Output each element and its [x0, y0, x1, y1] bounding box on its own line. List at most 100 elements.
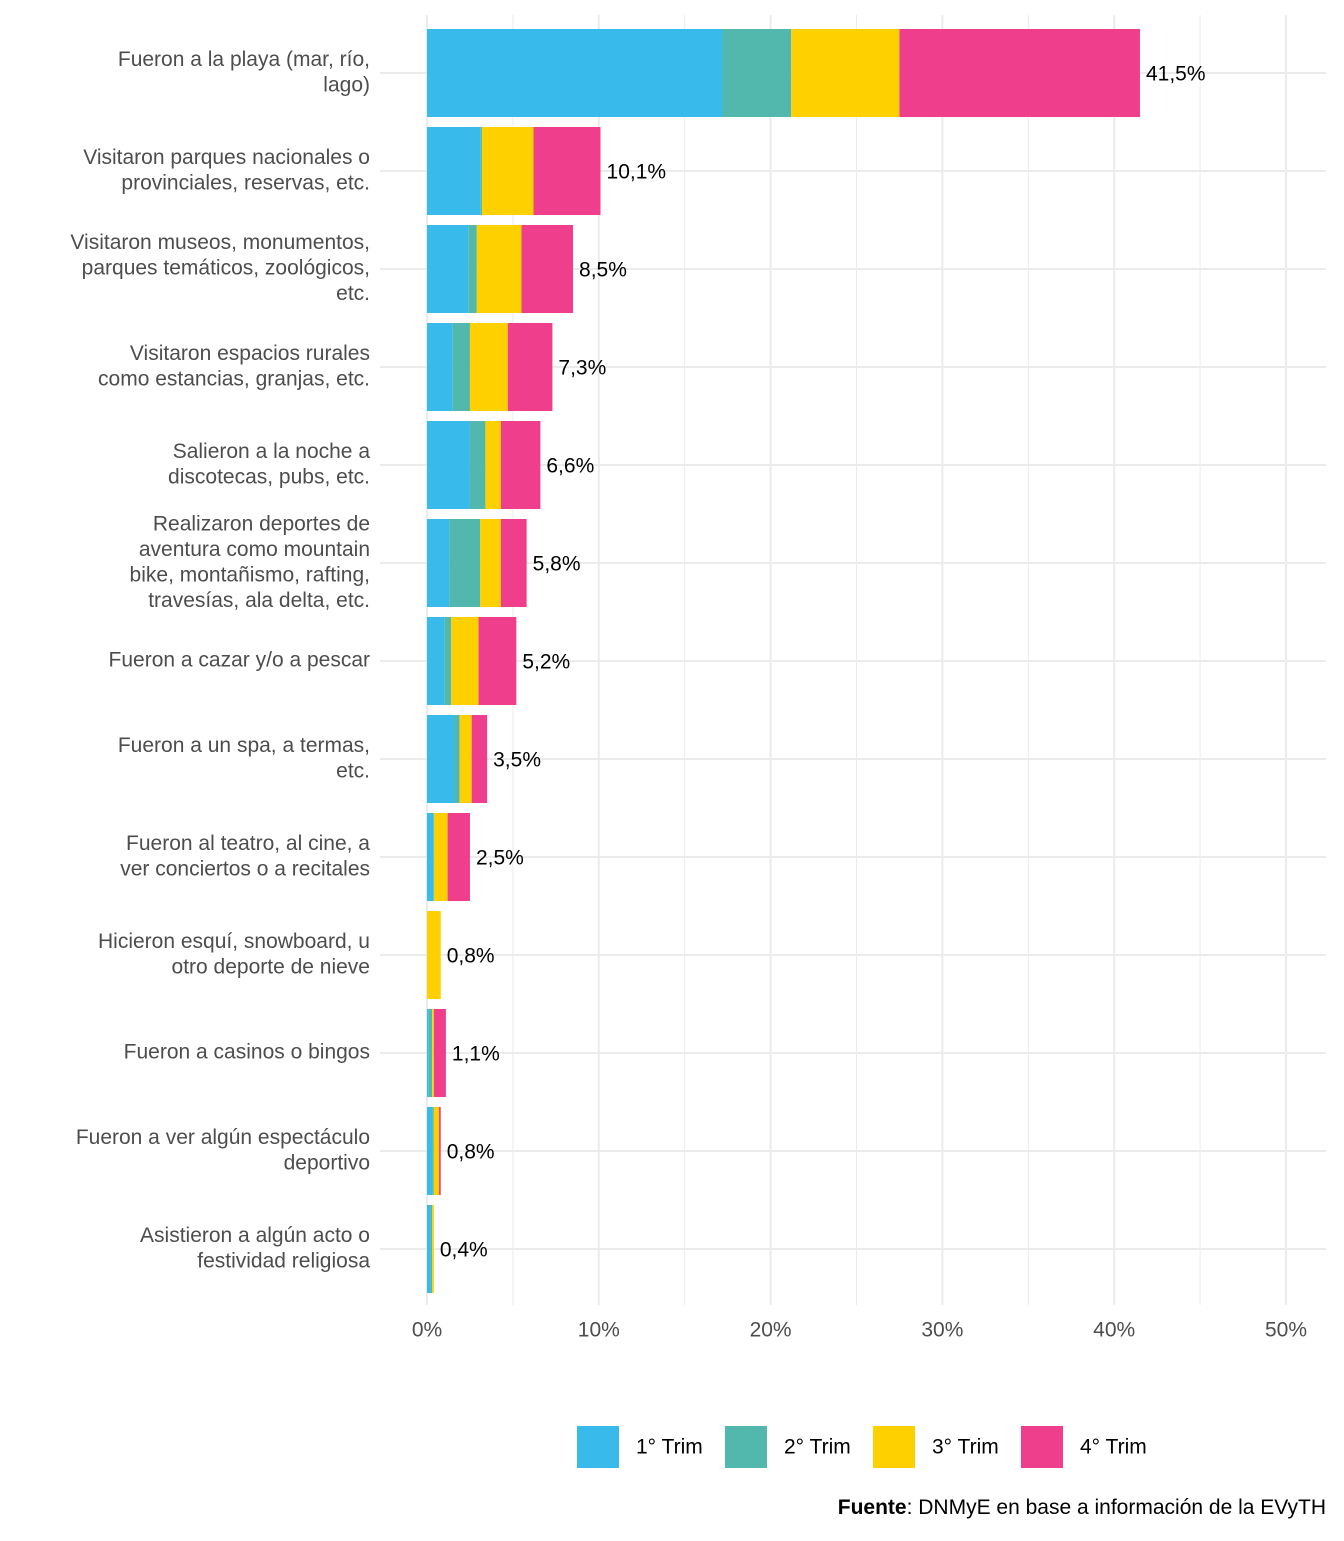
legend-label: 2° Trim	[784, 1436, 851, 1459]
bar-segment	[471, 715, 488, 803]
total-label: 3,5%	[493, 749, 541, 772]
y-tick-label: Visitaron museos, monumentos,	[70, 231, 370, 254]
y-tick-label: Salieron a la noche a	[173, 440, 371, 463]
y-tick-label: Hicieron esquí, snowboard, u	[98, 930, 370, 953]
legend-label: 1° Trim	[636, 1436, 703, 1459]
bar-segment	[521, 225, 574, 313]
y-tick-label: etc.	[336, 759, 370, 782]
bar-segment	[500, 421, 541, 509]
x-tick-label: 50%	[1265, 1319, 1307, 1342]
bar-segment	[427, 1009, 429, 1097]
bar-segment	[899, 29, 1140, 117]
y-tick-label: travesías, ala delta, etc.	[148, 589, 370, 612]
total-label: 8,5%	[579, 259, 627, 282]
y-tick-label: otro deporte de nieve	[172, 955, 370, 978]
bar-segment	[427, 29, 723, 117]
bar-segment	[500, 519, 527, 607]
bar-segment	[469, 323, 508, 411]
legend-swatch	[873, 1426, 915, 1468]
y-tick-label: Fueron a casinos o bingos	[124, 1041, 370, 1064]
source-note: Fuente: DNMyE en base a información de l…	[838, 1496, 1326, 1519]
total-label: 0,4%	[440, 1239, 488, 1262]
legend-swatch	[1021, 1426, 1063, 1468]
legend-label: 3° Trim	[932, 1436, 999, 1459]
y-tick-label: Realizaron deportes de	[153, 512, 370, 535]
bar-segment	[427, 323, 453, 411]
legend-swatch	[577, 1426, 619, 1468]
x-tick-label: 10%	[578, 1319, 620, 1342]
bar-segment	[433, 1009, 446, 1097]
legend-label: 4° Trim	[1080, 1436, 1147, 1459]
total-label: 5,8%	[533, 553, 581, 576]
bar-segment	[427, 421, 470, 509]
bar-segment	[447, 813, 470, 901]
bar-segment	[481, 127, 534, 215]
bar-segment	[480, 127, 482, 215]
bar-segment	[507, 323, 553, 411]
bar-segment	[478, 617, 517, 705]
bar-segment	[430, 1205, 433, 1293]
total-label: 2,5%	[476, 847, 524, 870]
y-tick-label: Fueron al teatro, al cine, a	[126, 832, 370, 855]
bar-segment	[427, 813, 434, 901]
bar-segment	[433, 813, 448, 901]
bar-segment	[433, 1107, 440, 1195]
bar-segment	[791, 29, 900, 117]
bar-segment	[427, 911, 441, 999]
total-label: 10,1%	[607, 161, 667, 184]
source-label: Fuente	[838, 1496, 907, 1519]
y-tick-label: ver conciertos o a recitales	[120, 857, 370, 880]
total-label: 0,8%	[447, 945, 495, 968]
y-tick-label: festividad religiosa	[197, 1249, 370, 1272]
bar-segment	[444, 617, 452, 705]
bar-segment	[427, 519, 450, 607]
total-label: 5,2%	[522, 651, 570, 674]
total-label: 41,5%	[1146, 63, 1206, 86]
bar-segment	[427, 1205, 431, 1293]
y-tick-label: Asistieron a algún acto o	[140, 1224, 370, 1247]
y-tick-label: Fueron a cazar y/o a pescar	[109, 649, 370, 672]
bar-segment	[469, 421, 486, 509]
y-tick-label: discotecas, pubs, etc.	[168, 465, 370, 488]
bar-segment	[427, 1107, 433, 1195]
bar-segment	[476, 225, 522, 313]
y-tick-label: etc.	[336, 282, 370, 305]
bar-segment	[480, 519, 501, 607]
source-text: : DNMyE en base a información de la EVyT…	[907, 1496, 1326, 1519]
bar-segment	[432, 1009, 434, 1097]
bar-segment	[449, 519, 481, 607]
y-tick-label: Fueron a ver algún espectáculo	[76, 1126, 370, 1149]
bar-segment	[722, 29, 792, 117]
bar-segment	[454, 715, 460, 803]
y-tick-label: Fueron a un spa, a termas,	[118, 734, 370, 757]
bar-segment	[427, 127, 481, 215]
bar-segment	[468, 225, 477, 313]
y-tick-label: provinciales, reservas, etc.	[121, 171, 370, 194]
bar-segment	[452, 323, 470, 411]
bar-segment	[533, 127, 601, 215]
bar-segment	[427, 715, 455, 803]
x-tick-label: 20%	[750, 1319, 792, 1342]
bar-segment	[427, 225, 469, 313]
bar-segment	[451, 617, 479, 705]
bar-segment	[439, 1107, 441, 1195]
y-tick-label: como estancias, granjas, etc.	[98, 367, 370, 390]
bar-segment	[427, 617, 445, 705]
y-tick-label: deportivo	[284, 1151, 370, 1174]
bar-segment	[432, 1205, 434, 1293]
y-tick-label: Fueron a la playa (mar, río,	[118, 48, 370, 71]
x-tick-label: 0%	[412, 1319, 442, 1342]
legend-swatch	[725, 1426, 767, 1468]
bar-segment	[459, 715, 472, 803]
y-tick-label: bike, montañismo, rafting,	[130, 563, 370, 586]
x-tick-label: 40%	[1093, 1319, 1135, 1342]
y-tick-label: Visitaron parques nacionales o	[83, 146, 370, 169]
y-tick-label: parques temáticos, zoológicos,	[82, 257, 370, 280]
bar-segment	[428, 1009, 433, 1097]
y-tick-label: lago)	[323, 73, 370, 96]
total-label: 1,1%	[452, 1043, 500, 1066]
bar-segment	[485, 421, 501, 509]
y-tick-label: aventura como mountain	[139, 538, 370, 561]
x-tick-label: 30%	[921, 1319, 963, 1342]
